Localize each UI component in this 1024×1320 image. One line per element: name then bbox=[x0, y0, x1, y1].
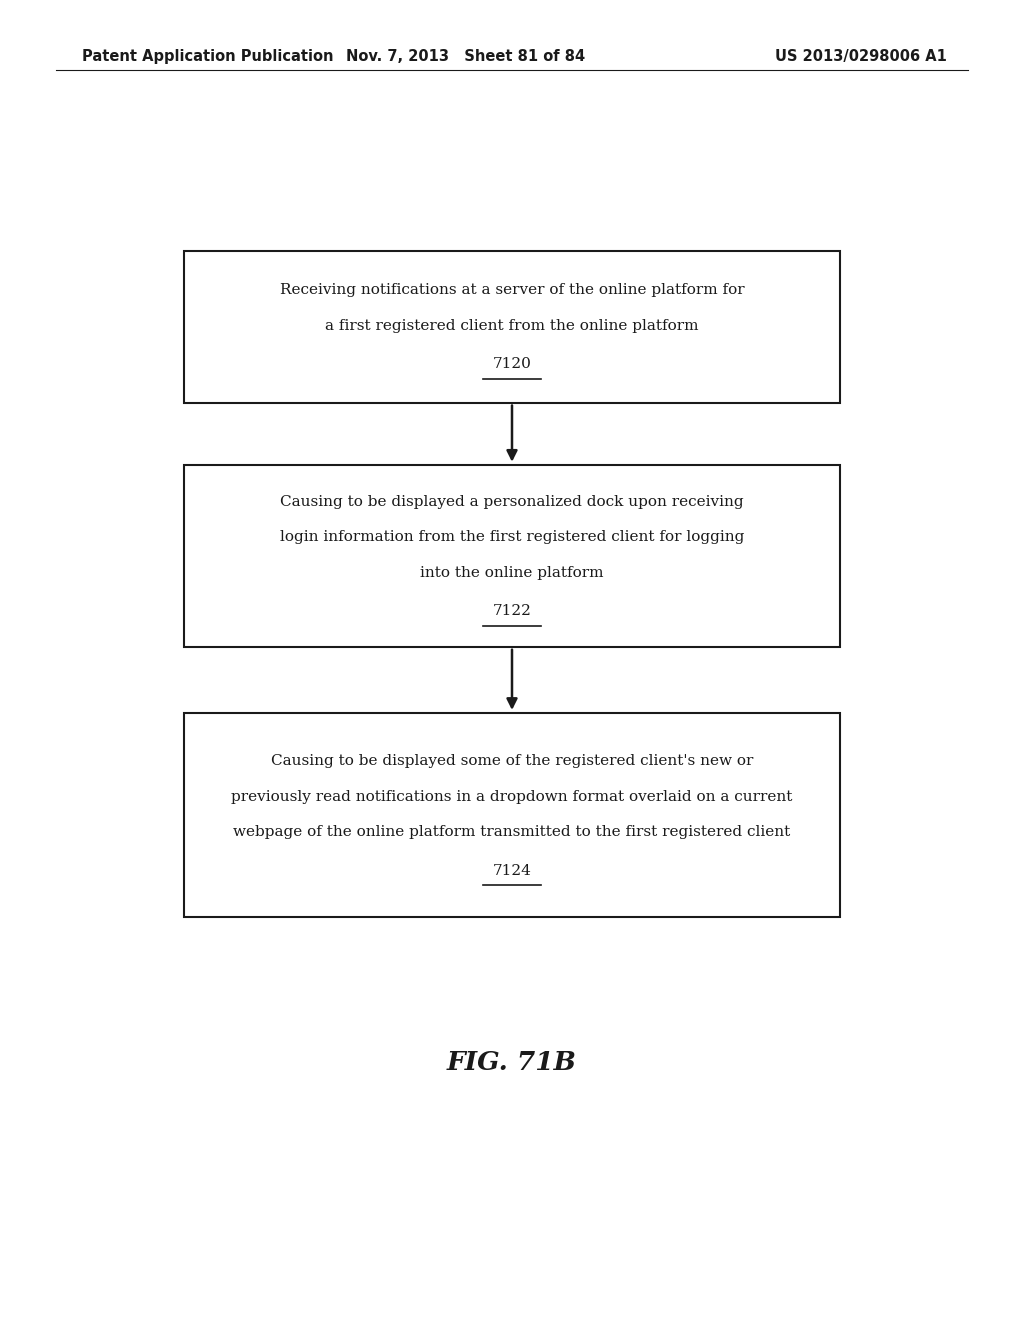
Text: login information from the first registered client for logging: login information from the first registe… bbox=[280, 531, 744, 544]
Text: previously read notifications in a dropdown format overlaid on a current: previously read notifications in a dropd… bbox=[231, 789, 793, 804]
Text: 7120: 7120 bbox=[493, 358, 531, 371]
Bar bbox=[184, 251, 840, 403]
Text: into the online platform: into the online platform bbox=[420, 566, 604, 579]
Text: webpage of the online platform transmitted to the first registered client: webpage of the online platform transmitt… bbox=[233, 825, 791, 840]
Text: Patent Application Publication: Patent Application Publication bbox=[82, 49, 334, 65]
Bar bbox=[184, 465, 840, 647]
Text: 7124: 7124 bbox=[493, 863, 531, 878]
Text: Receiving notifications at a server of the online platform for: Receiving notifications at a server of t… bbox=[280, 284, 744, 297]
Text: Causing to be displayed a personalized dock upon receiving: Causing to be displayed a personalized d… bbox=[281, 495, 743, 508]
Text: FIG. 71B: FIG. 71B bbox=[447, 1051, 577, 1074]
Text: US 2013/0298006 A1: US 2013/0298006 A1 bbox=[775, 49, 947, 65]
Text: Nov. 7, 2013   Sheet 81 of 84: Nov. 7, 2013 Sheet 81 of 84 bbox=[346, 49, 586, 65]
Text: 7122: 7122 bbox=[493, 605, 531, 618]
Bar bbox=[184, 713, 840, 917]
Text: Causing to be displayed some of the registered client's new or: Causing to be displayed some of the regi… bbox=[270, 754, 754, 768]
Text: a first registered client from the online platform: a first registered client from the onlin… bbox=[326, 319, 698, 333]
